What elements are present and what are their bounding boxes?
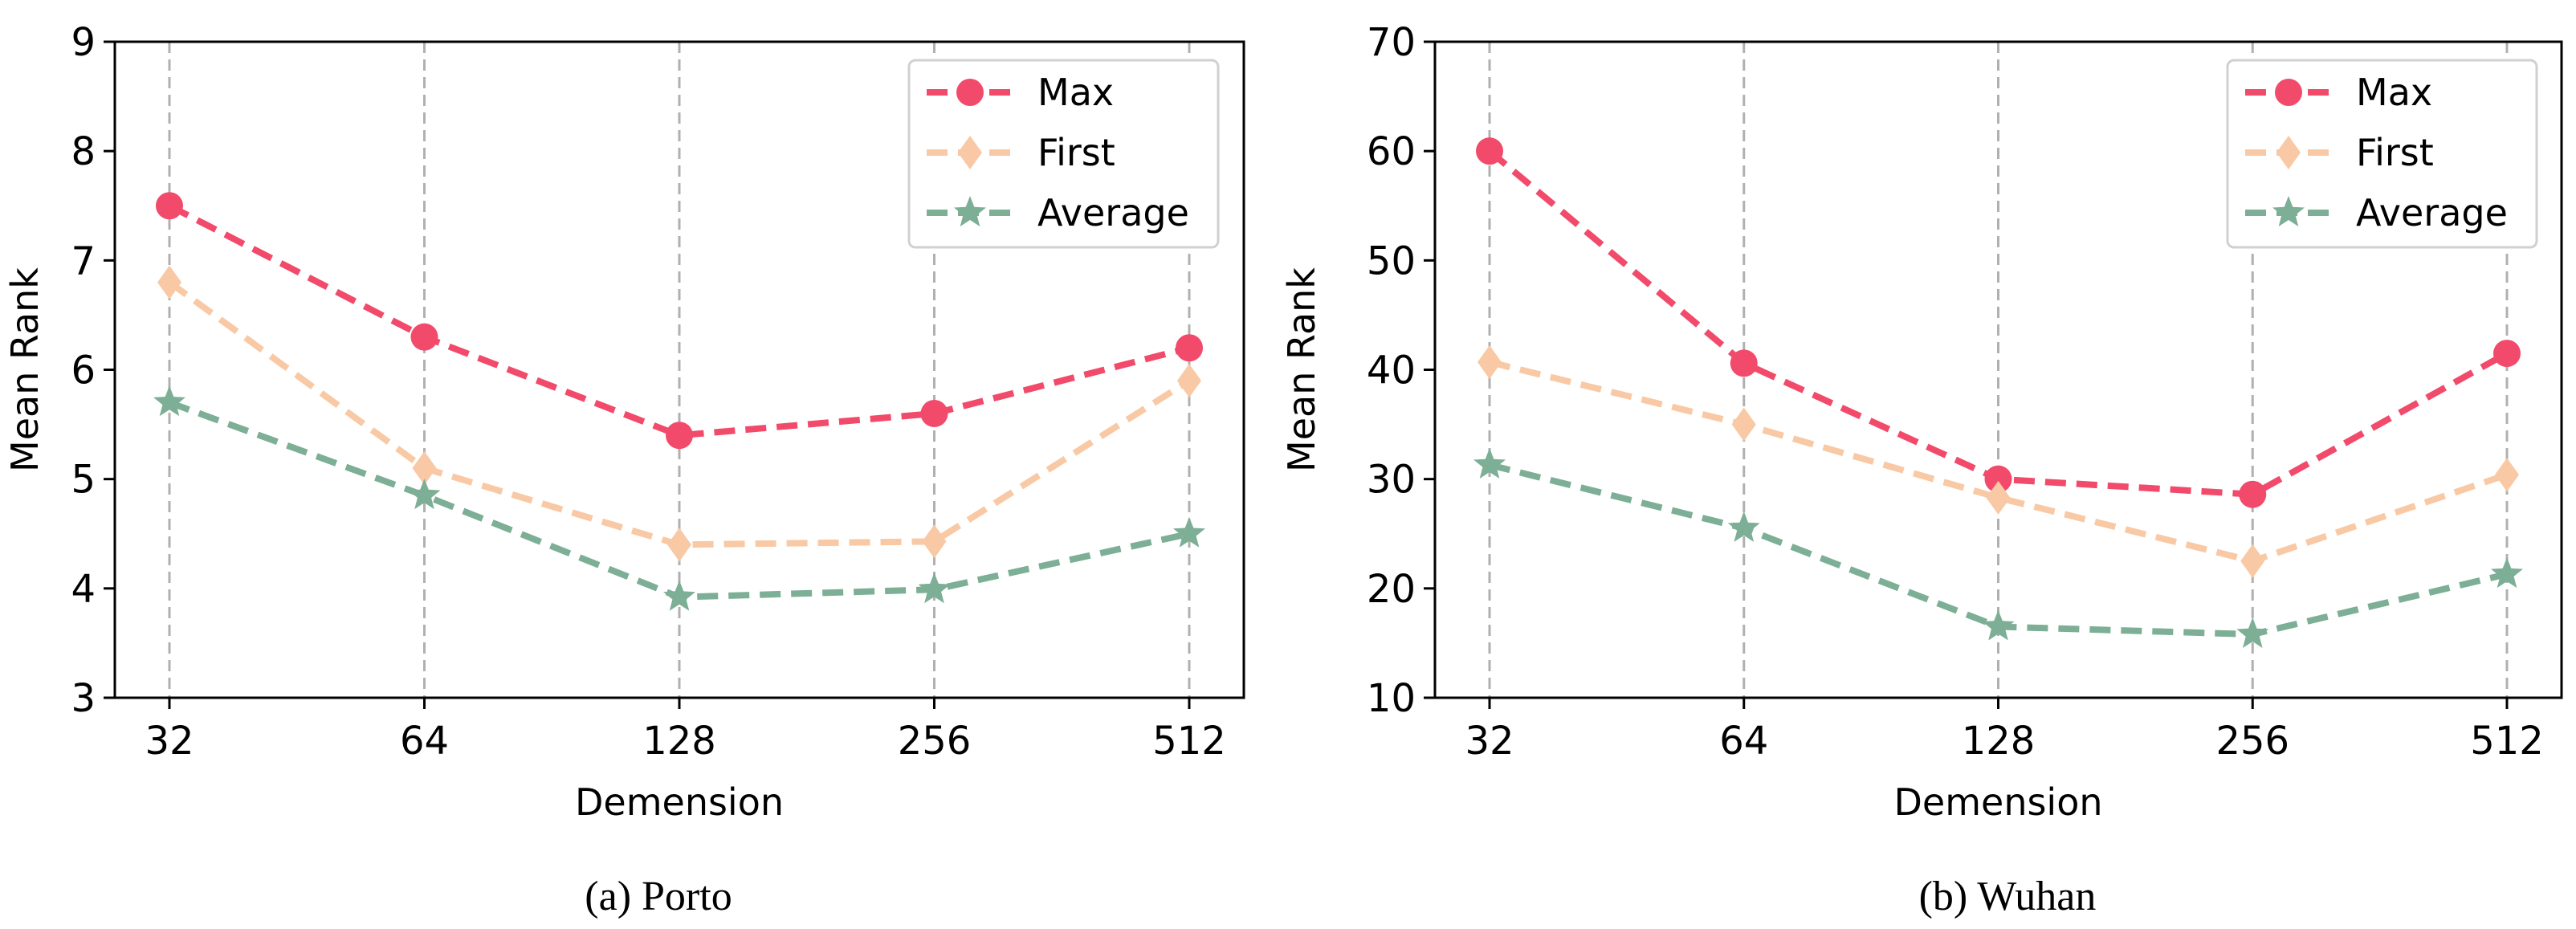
data-point-max xyxy=(1984,465,2012,493)
data-point-max xyxy=(920,399,948,427)
y-tick-label: 3 xyxy=(71,676,96,721)
legend-marker-first xyxy=(2276,136,2301,169)
data-point-first xyxy=(412,451,437,486)
series-line-max xyxy=(168,202,1190,439)
x-tick-label: 512 xyxy=(2470,719,2544,764)
data-point-first xyxy=(2240,544,2265,578)
x-tick-label: 128 xyxy=(1962,719,2036,764)
x-axis-label: Demension xyxy=(575,780,784,824)
figure-caption: (b) Wuhan xyxy=(1919,874,2097,919)
data-point-first xyxy=(157,265,181,299)
data-point-average xyxy=(918,572,951,604)
data-point-first xyxy=(922,524,947,559)
data-point-max xyxy=(410,323,438,351)
legend: Max First Average xyxy=(907,59,1220,249)
x-tick-label: 64 xyxy=(400,719,449,764)
y-tick-label: 10 xyxy=(1367,676,1416,721)
data-point-max xyxy=(1476,137,1503,165)
legend-marker-average xyxy=(2272,196,2305,226)
data-point-average xyxy=(2236,617,2269,648)
y-tick-label: 6 xyxy=(71,348,96,393)
x-tick-label: 256 xyxy=(2215,719,2289,764)
data-point-average xyxy=(1982,609,2015,641)
legend-box xyxy=(2226,59,2538,249)
panel-porto: 3 4 5 6 7 8 9 32 64 128 256 512 Demension Mean Rank Ma… xyxy=(3,20,1245,919)
y-tick-label: 7 xyxy=(71,238,96,283)
legend-label-average: Average xyxy=(2356,191,2508,234)
data-point-first xyxy=(1731,407,1756,442)
x-tick-label: 512 xyxy=(1152,719,1226,764)
legend-label-max: Max xyxy=(2356,71,2432,114)
data-point-average xyxy=(2491,557,2523,589)
x-tick-label: 64 xyxy=(1719,719,1768,764)
data-point-first xyxy=(1478,344,1502,379)
data-point-max xyxy=(2493,340,2521,368)
x-tick-label: 32 xyxy=(1465,719,1514,764)
x-tick-label: 128 xyxy=(642,719,716,764)
y-tick-label: 5 xyxy=(71,458,96,503)
data-point-average xyxy=(1727,511,1760,542)
x-axis-label: Demension xyxy=(1893,780,2102,824)
data-point-max xyxy=(1730,349,1758,377)
x-tick-label: 256 xyxy=(898,719,972,764)
legend-label-max: Max xyxy=(1037,71,1114,114)
legend-label-first: First xyxy=(1037,131,1115,174)
figure-caption: (a) Porto xyxy=(585,874,732,919)
y-tick-label: 20 xyxy=(1367,567,1416,612)
legend-label-first: First xyxy=(2356,131,2434,174)
y-tick-label: 8 xyxy=(71,129,96,174)
y-tick-label: 40 xyxy=(1367,348,1416,393)
y-tick-label: 4 xyxy=(71,567,96,612)
data-point-max xyxy=(2239,480,2267,508)
panel-wuhan: 10 20 30 40 50 60 70 32 64 128 256 512 Demension Mean… xyxy=(1280,20,2563,919)
data-point-first xyxy=(1986,480,2011,515)
data-point-first xyxy=(667,528,691,562)
legend-box xyxy=(907,59,1220,249)
y-tick-label: 60 xyxy=(1367,129,1416,174)
y-tick-label: 70 xyxy=(1367,20,1416,65)
legend-marker-average xyxy=(954,196,986,226)
data-point-average xyxy=(1173,516,1205,548)
legend-marker-max xyxy=(956,79,984,106)
data-point-max xyxy=(156,192,183,220)
legend: Max First Average xyxy=(2226,59,2538,249)
data-point-average xyxy=(153,385,185,417)
data-point-max xyxy=(666,422,693,450)
y-axis-label: Mean Rank xyxy=(3,267,47,472)
y-tick-label: 9 xyxy=(71,20,96,65)
y-tick-label: 30 xyxy=(1367,458,1416,503)
legend-marker-max xyxy=(2275,79,2302,106)
legend-label-average: Average xyxy=(1037,191,1189,234)
data-point-first xyxy=(1177,364,1201,398)
data-point-average xyxy=(408,479,441,510)
x-tick-label: 32 xyxy=(145,719,194,764)
data-point-average xyxy=(663,580,695,611)
series-line-first xyxy=(1489,359,2509,564)
data-point-first xyxy=(2495,458,2519,492)
legend-marker-first xyxy=(958,136,982,169)
y-axis-label: Mean Rank xyxy=(1280,267,1323,472)
data-point-max xyxy=(1176,334,1203,362)
y-tick-label: 50 xyxy=(1367,238,1416,283)
data-point-average xyxy=(1473,448,1506,479)
